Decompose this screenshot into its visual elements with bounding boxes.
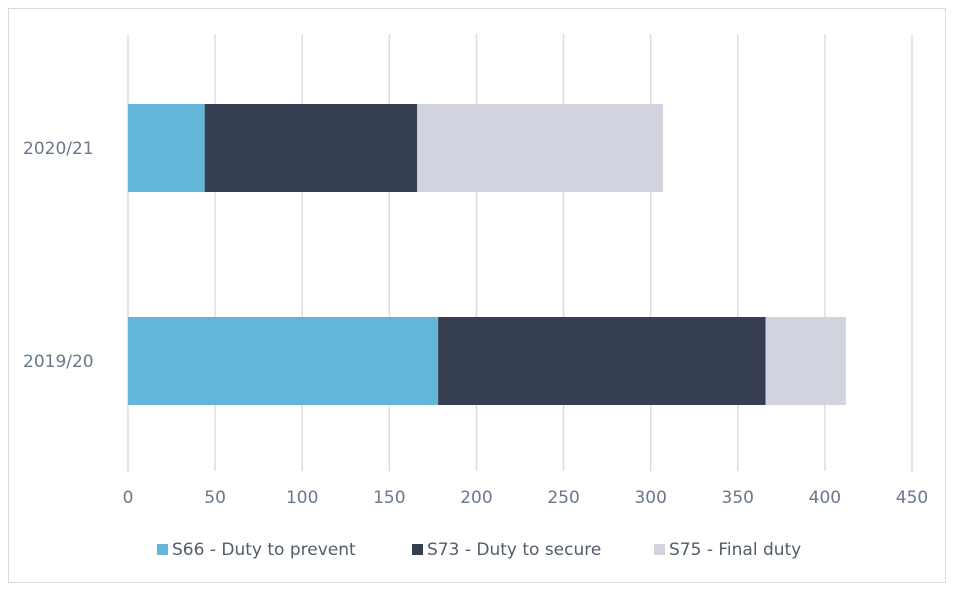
stacked-bar-chart: 0 50 100 150 200 250 300 350 400 450 2020/21 2019/… xyxy=(23,34,929,560)
bar-2019-20-series-3 xyxy=(765,317,846,405)
legend-label-1: S66 - Duty to prevent xyxy=(172,540,356,560)
legend: S66 - Duty to prevent S73 - Duty to secur… xyxy=(157,540,801,560)
x-tick-label: 350 xyxy=(722,488,754,508)
x-tick-label: 250 xyxy=(547,488,579,508)
x-axis-ticks: 0 50 100 150 200 250 300 350 400 450 xyxy=(123,488,929,508)
bar-2020-21-series-2 xyxy=(204,104,418,192)
bar-2019-20-series-2 xyxy=(438,317,766,405)
legend-label-3: S75 - Final duty xyxy=(669,540,801,560)
bar-2019-20-series-1 xyxy=(128,317,439,405)
x-tick-label: 100 xyxy=(286,488,318,508)
bar-2020-21-series-1 xyxy=(128,104,205,192)
legend-swatch-3 xyxy=(654,544,665,555)
grid-lines xyxy=(127,34,913,471)
bars xyxy=(128,104,846,405)
legend-swatch-1 xyxy=(157,544,168,555)
x-tick-label: 50 xyxy=(204,488,226,508)
y-axis-categories: 2020/21 2019/20 xyxy=(23,139,94,372)
legend-label-2: S73 - Duty to secure xyxy=(427,540,601,560)
category-label: 2019/20 xyxy=(23,352,94,372)
x-tick-label: 150 xyxy=(373,488,405,508)
chart-frame: 0 50 100 150 200 250 300 350 400 450 2020/21 2019/… xyxy=(8,8,946,583)
x-tick-label: 200 xyxy=(460,488,492,508)
x-tick-label: 0 xyxy=(123,488,134,508)
x-tick-label: 450 xyxy=(896,488,928,508)
x-tick-label: 400 xyxy=(809,488,841,508)
legend-swatch-2 xyxy=(412,544,423,555)
bar-2020-21-series-3 xyxy=(417,104,663,192)
x-tick-label: 300 xyxy=(634,488,666,508)
category-label: 2020/21 xyxy=(23,139,94,159)
